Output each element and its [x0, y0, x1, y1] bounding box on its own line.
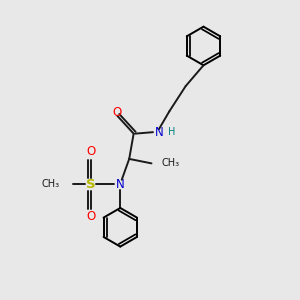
- Text: H: H: [168, 127, 175, 137]
- Text: N: N: [154, 126, 163, 139]
- Text: O: O: [112, 106, 121, 119]
- Text: N: N: [116, 178, 125, 191]
- Text: CH₃: CH₃: [162, 158, 180, 168]
- Text: CH₃: CH₃: [42, 179, 60, 189]
- Text: O: O: [86, 145, 95, 158]
- Text: S: S: [86, 178, 95, 191]
- Text: O: O: [86, 210, 95, 224]
